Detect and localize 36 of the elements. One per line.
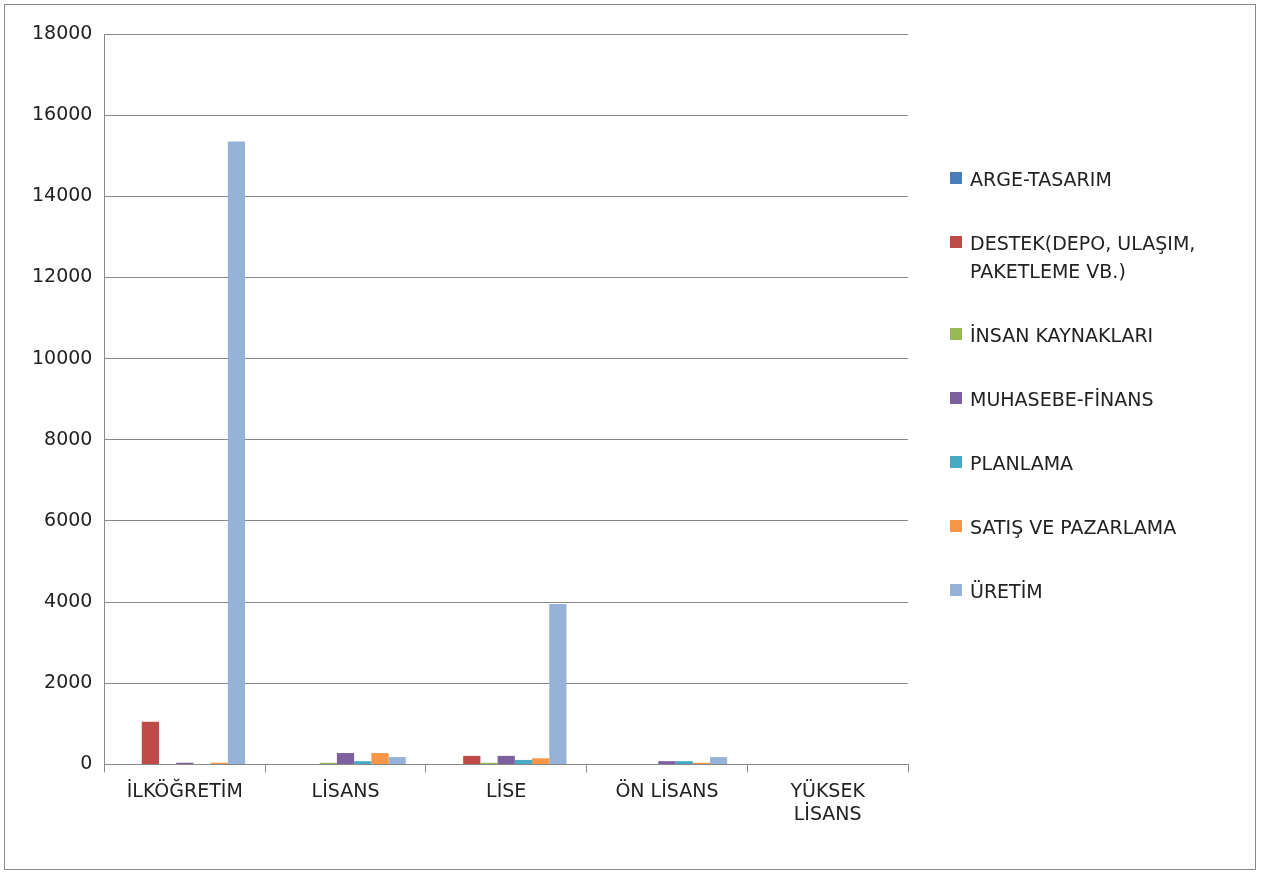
- y-tick-label: 0: [80, 751, 93, 774]
- bar: [336, 753, 355, 764]
- legend-label: DESTEK(DEPO, ULAŞIM, PAKETLEME VB.): [970, 231, 1197, 284]
- y-tick-label: 8000: [44, 426, 93, 449]
- bar: [709, 757, 728, 764]
- bar: [354, 761, 372, 764]
- bar: [141, 721, 159, 764]
- y-tick-label: 18000: [31, 20, 93, 43]
- bar: [549, 604, 567, 764]
- x-tick-label: ÖN LİSANS: [615, 778, 719, 801]
- y-tick-label: 6000: [44, 507, 93, 530]
- legend-label: PLANLAMA: [970, 451, 1074, 476]
- bar: [371, 753, 389, 764]
- legend-label: İNSAN KAYNAKLARI: [970, 323, 1154, 348]
- bar: [514, 759, 533, 764]
- bar: [658, 761, 676, 764]
- y-tick-label: 14000: [31, 183, 93, 206]
- y-tick-label: 10000: [31, 345, 93, 368]
- legend-label: ÜRETİM: [970, 579, 1043, 604]
- x-tick-label: YÜKSEK LİSANS: [789, 778, 866, 824]
- x-tick-label: İLKÖĞRETİM: [126, 777, 243, 801]
- x-tick-label: LİSANS: [311, 778, 380, 801]
- y-tick-label: 12000: [31, 264, 93, 287]
- bar: [532, 758, 550, 764]
- y-tick-label: 2000: [44, 670, 93, 693]
- legend-label: SATIŞ VE PAZARLAMA: [970, 515, 1177, 540]
- legend-label: MUHASEBE-FİNANS: [970, 387, 1154, 412]
- y-tick-label: 16000: [31, 102, 93, 125]
- bar: [388, 757, 406, 764]
- bar: [227, 141, 246, 764]
- legend-label: ARGE-TASARIM: [970, 167, 1112, 192]
- bar: [497, 755, 515, 764]
- y-tick-label: 4000: [44, 589, 93, 612]
- bar: [675, 761, 693, 764]
- x-tick-label: LİSE: [486, 778, 527, 801]
- bar: [463, 755, 481, 764]
